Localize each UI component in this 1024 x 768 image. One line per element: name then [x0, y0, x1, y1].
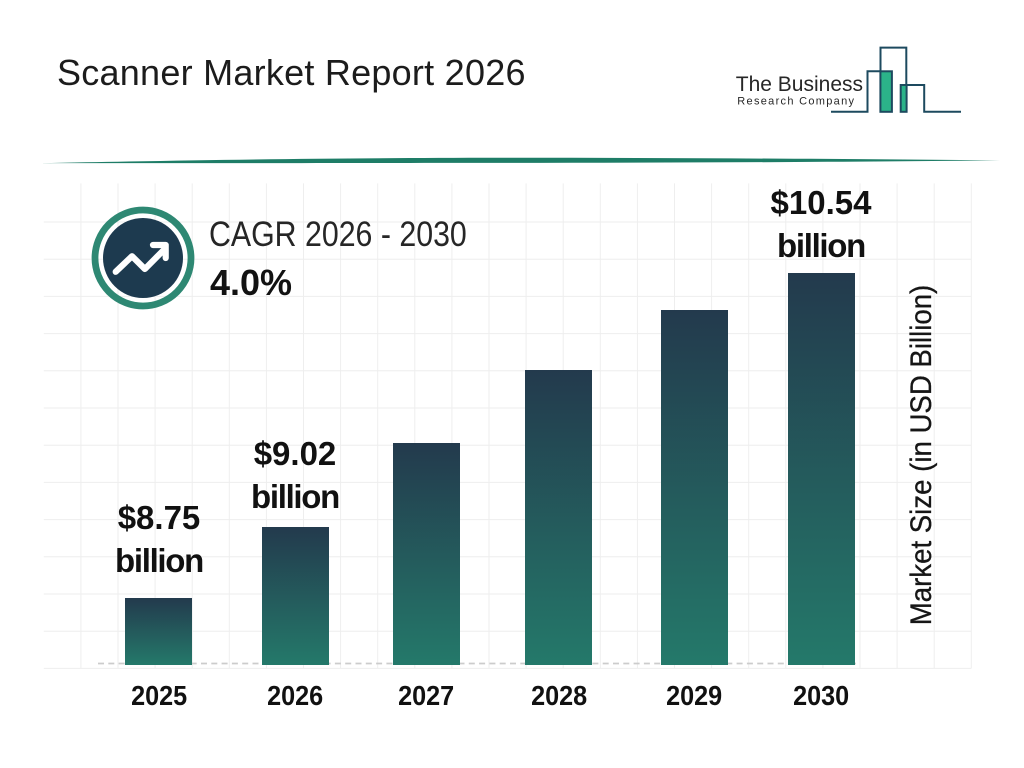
svg-text:Research Company: Research Company [737, 95, 855, 107]
svg-text:The Business: The Business [736, 73, 863, 96]
